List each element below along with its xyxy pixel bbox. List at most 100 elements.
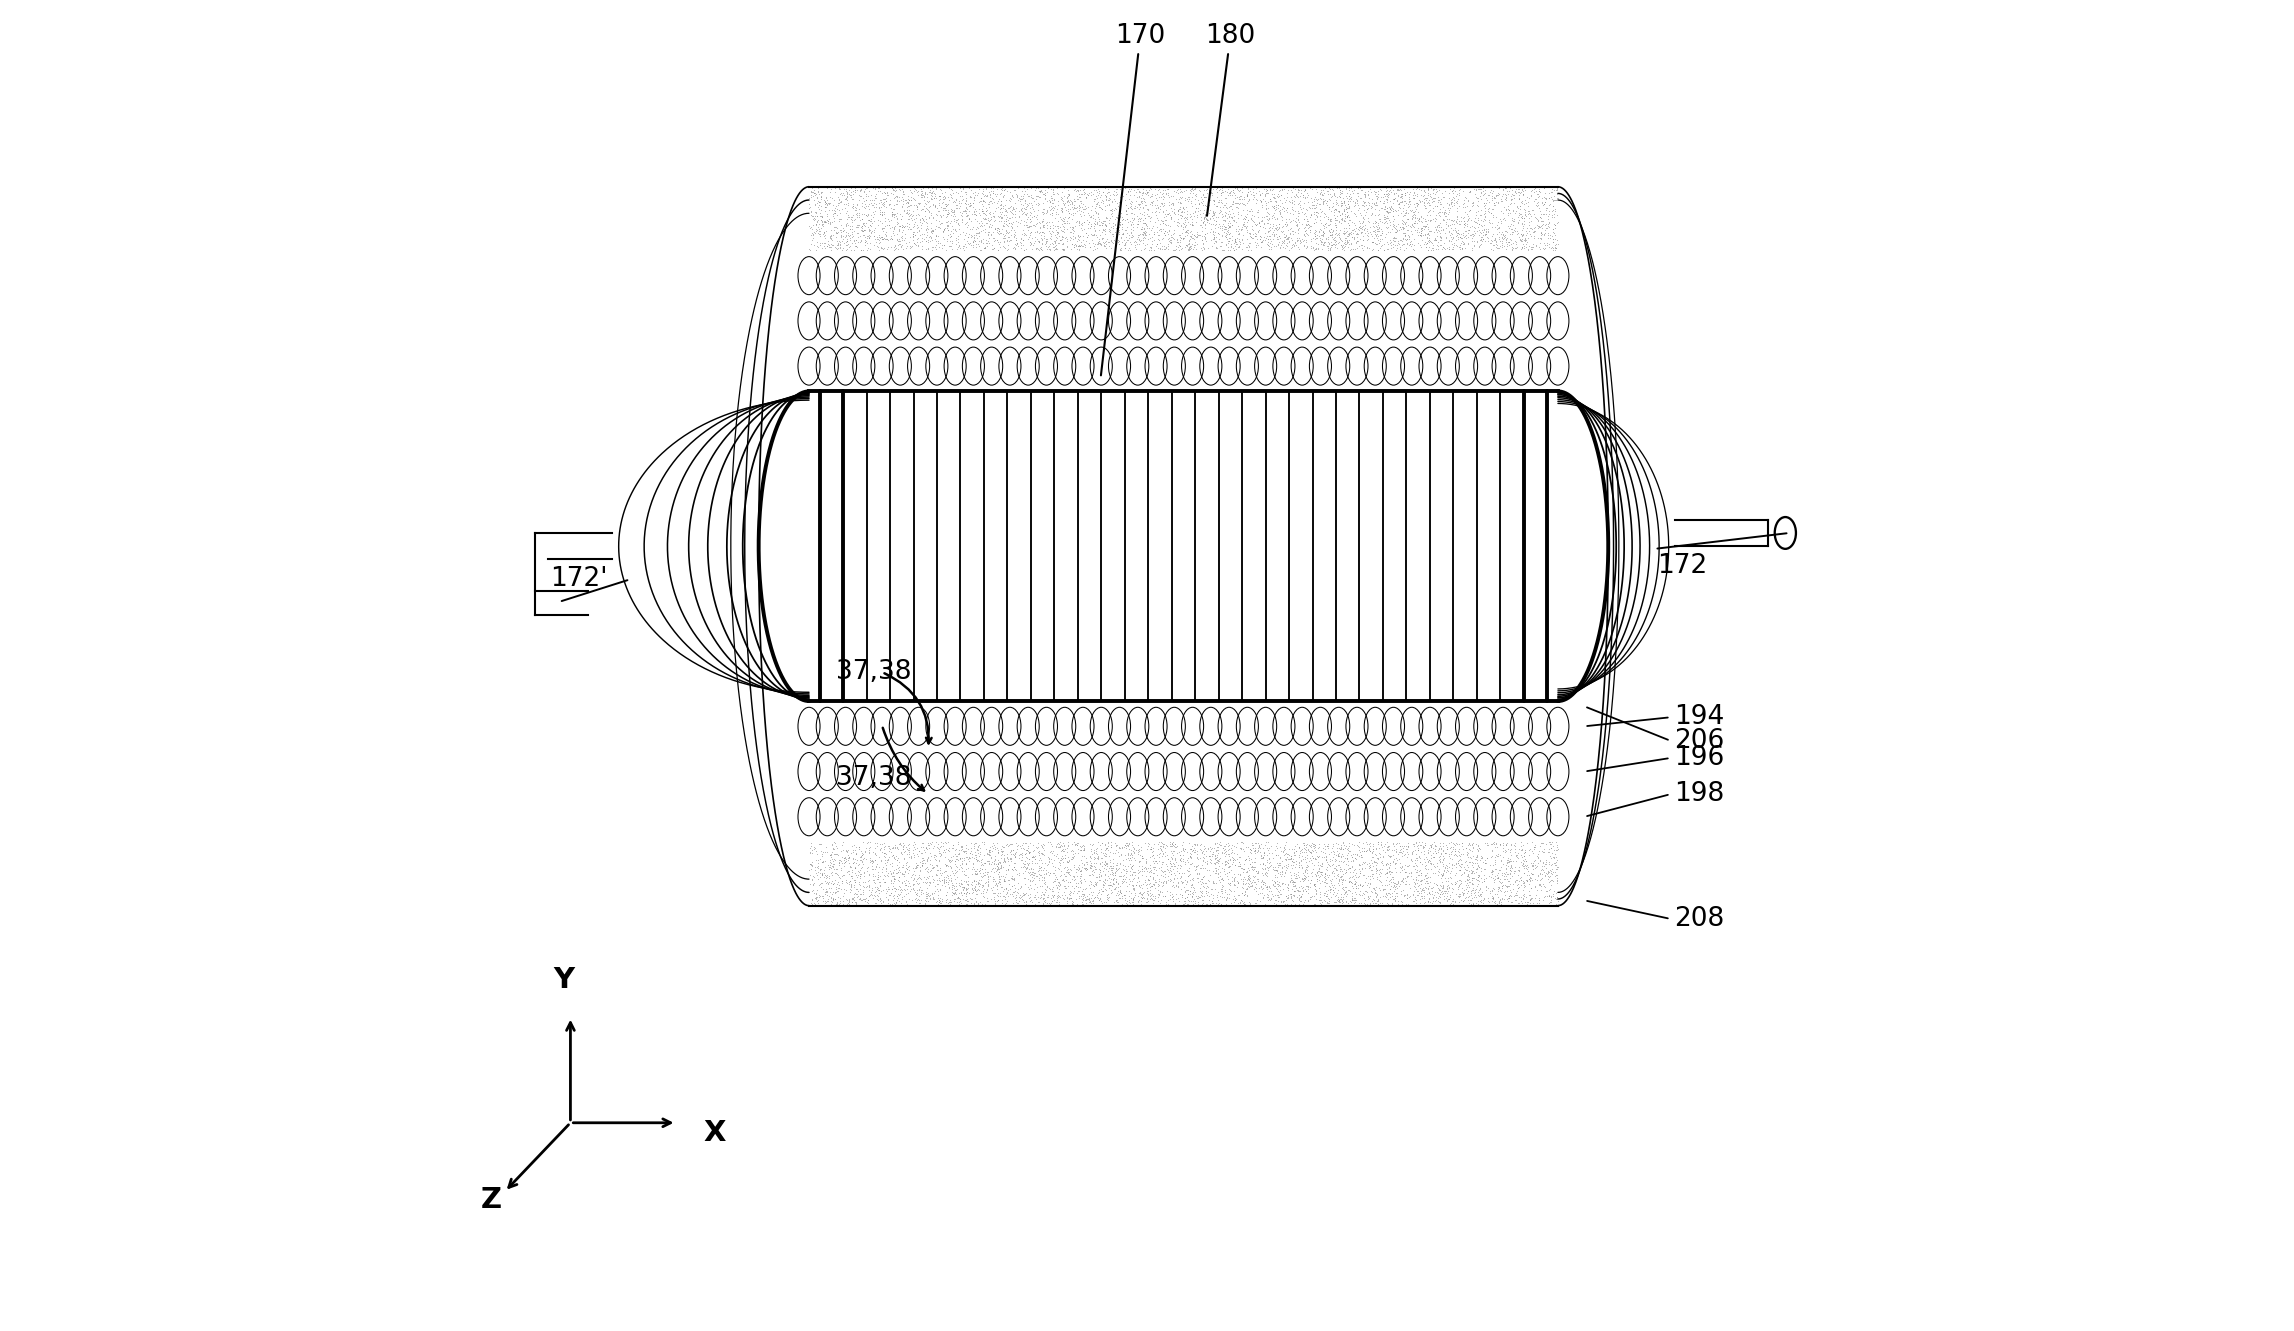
Point: [1365, 192, 1402, 213]
Point: [1516, 851, 1553, 872]
Point: [1328, 843, 1365, 864]
Point: [819, 222, 856, 244]
Point: [1266, 212, 1303, 233]
Point: [1482, 188, 1519, 209]
Point: [899, 855, 936, 876]
Point: [1333, 182, 1370, 204]
Point: [1337, 889, 1374, 910]
Point: [1025, 209, 1062, 230]
Point: [1060, 855, 1097, 876]
Point: [860, 233, 897, 254]
Point: [1454, 193, 1491, 214]
Point: [945, 877, 982, 898]
Point: [1337, 214, 1374, 236]
Point: [1232, 225, 1269, 246]
Point: [1523, 217, 1560, 238]
Point: [1285, 870, 1321, 892]
Point: [1064, 212, 1101, 233]
Point: [986, 198, 1023, 220]
Point: [874, 180, 911, 201]
Point: [1266, 837, 1303, 858]
Point: [1363, 833, 1399, 855]
Point: [1197, 230, 1234, 252]
Point: [1140, 229, 1177, 250]
Point: [1253, 232, 1289, 253]
Point: [1246, 873, 1282, 894]
Point: [1415, 832, 1452, 853]
Point: [1337, 888, 1374, 909]
Point: [1480, 870, 1516, 892]
Point: [1094, 860, 1131, 881]
Point: [1019, 229, 1055, 250]
Point: [1087, 213, 1124, 234]
Point: [865, 841, 902, 862]
Point: [929, 889, 966, 910]
Point: [1216, 873, 1253, 894]
Point: [1119, 225, 1156, 246]
Point: [1317, 851, 1353, 872]
Point: [1145, 210, 1181, 232]
Point: [1037, 836, 1074, 857]
Point: [842, 840, 879, 861]
Point: [1367, 853, 1404, 874]
Point: [1324, 872, 1360, 893]
Point: [959, 216, 996, 237]
Point: [1358, 192, 1395, 213]
Point: [1358, 858, 1395, 880]
Point: [1030, 886, 1067, 908]
Point: [1521, 862, 1558, 884]
Point: [844, 214, 881, 236]
Point: [1076, 225, 1113, 246]
Point: [1374, 833, 1411, 855]
Point: [1184, 868, 1220, 889]
Point: [1014, 840, 1051, 861]
Point: [1376, 188, 1413, 209]
Point: [1312, 880, 1349, 901]
Point: [1326, 222, 1363, 244]
Point: [1344, 229, 1381, 250]
Point: [902, 851, 938, 872]
Point: [1012, 862, 1048, 884]
Point: [1184, 213, 1220, 234]
Point: [1514, 841, 1551, 862]
Point: [1452, 209, 1489, 230]
Point: [973, 178, 1009, 200]
Point: [1152, 216, 1188, 237]
Point: [936, 190, 973, 212]
Point: [849, 204, 885, 225]
Point: [1512, 205, 1548, 226]
Point: [1129, 221, 1165, 242]
Point: [1048, 213, 1085, 234]
Point: [794, 868, 830, 889]
Point: [1184, 880, 1220, 901]
Point: [922, 892, 959, 913]
Point: [1333, 847, 1370, 868]
Point: [1225, 893, 1262, 914]
Point: [1409, 839, 1445, 860]
Point: [1225, 884, 1262, 905]
Point: [1500, 178, 1537, 200]
Point: [1021, 874, 1058, 896]
Point: [1312, 221, 1349, 242]
Point: [1204, 837, 1241, 858]
Point: [1023, 181, 1060, 202]
Point: [1080, 881, 1117, 902]
Point: [1009, 214, 1046, 236]
Point: [1326, 209, 1363, 230]
Point: [1115, 880, 1152, 901]
Point: [1023, 886, 1060, 908]
Point: [947, 184, 984, 205]
Point: [899, 837, 936, 858]
Point: [1257, 200, 1294, 221]
Point: [1337, 843, 1374, 864]
Point: [899, 872, 936, 893]
Point: [1266, 228, 1303, 249]
Point: [1317, 849, 1353, 870]
Point: [1505, 880, 1542, 901]
Point: [1379, 833, 1415, 855]
Point: [865, 856, 902, 877]
Point: [1509, 840, 1546, 861]
Point: [959, 845, 996, 866]
Point: [931, 225, 968, 246]
Point: [1046, 857, 1083, 878]
